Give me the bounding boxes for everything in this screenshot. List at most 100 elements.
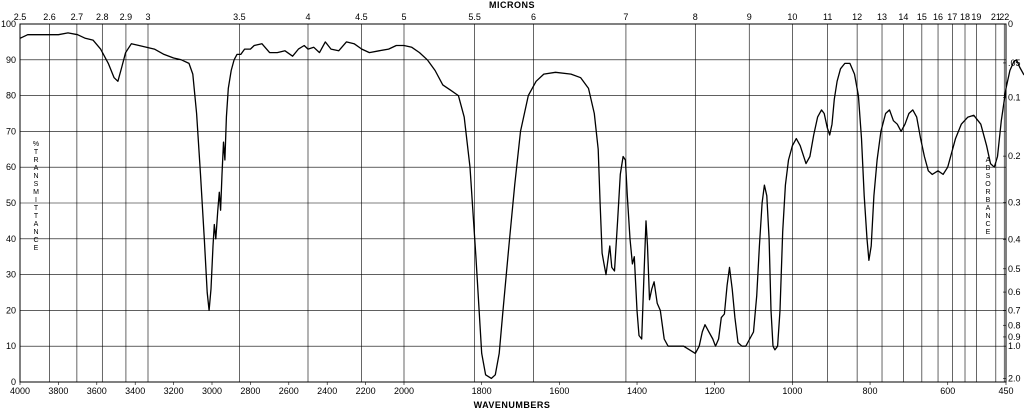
top-tick-label: 2.8 — [96, 12, 109, 22]
bottom-tick-label: 3400 — [125, 386, 145, 396]
top-tick-label: 5 — [401, 12, 406, 22]
top-tick-label: 6 — [531, 12, 536, 22]
bottom-tick-label: 2000 — [394, 386, 414, 396]
top-tick-label: 10 — [787, 12, 797, 22]
left-tick-label: 40 — [6, 234, 16, 244]
top-tick-label: 11 — [823, 12, 832, 22]
plot-frame — [19, 23, 1007, 383]
axis-label-char: A — [986, 205, 991, 212]
left-tick-label: 90 — [6, 55, 16, 65]
axis-label-char: A — [34, 165, 39, 172]
top-axis-title: MICRONS — [489, 0, 535, 10]
bottom-tick-label: 2800 — [240, 386, 260, 396]
top-tick-label: 9 — [747, 12, 752, 22]
top-tick-label: 2.6 — [43, 12, 56, 22]
bottom-tick-label: 2400 — [317, 386, 337, 396]
axis-label-char: T — [34, 205, 39, 212]
left-tick-label: 30 — [6, 270, 16, 280]
left-tick-label: 0 — [11, 377, 16, 387]
top-tick-label: 3 — [145, 12, 150, 22]
bottom-tick-label: 4000 — [10, 386, 30, 396]
bottom-tick-label: 2200 — [356, 386, 376, 396]
axis-label-char: T — [34, 213, 39, 220]
axis-label-char: % — [33, 141, 39, 148]
bottom-tick-label: 1600 — [549, 386, 569, 396]
bottom-tick-label: 1200 — [705, 386, 725, 396]
bottom-tick-label: 3800 — [48, 386, 68, 396]
bottom-tick-label: 1800 — [472, 386, 492, 396]
axis-label-char: S — [986, 173, 991, 180]
axis-label-char: S — [34, 181, 39, 188]
right-tick-label: 0.9 — [1008, 332, 1021, 342]
axis-label-char: A — [34, 221, 39, 228]
top-tick-label: 21 — [991, 12, 1001, 22]
top-tick-label: 16 — [933, 12, 943, 22]
axis-label-char: M — [33, 189, 39, 196]
axis-label-char: C — [985, 221, 990, 228]
right-tick-label: 0.3 — [1008, 198, 1021, 208]
right-tick-label: 0.6 — [1008, 287, 1021, 297]
bottom-tick-label: 600 — [940, 386, 955, 396]
bottom-tick-label: 3600 — [87, 386, 107, 396]
top-tick-label: 12 — [852, 12, 862, 22]
axis-label-char: N — [33, 229, 38, 236]
axis-label-char: R — [33, 157, 38, 164]
left-tick-label: 70 — [6, 126, 16, 136]
axis-label-char: O — [985, 181, 991, 188]
right-tick-label: 0.8 — [1008, 320, 1021, 330]
left-tick-label: 10 — [6, 341, 16, 351]
top-tick-label: 15 — [917, 12, 927, 22]
right-tick-label: .05 — [1008, 58, 1021, 68]
top-tick-label: 13 — [877, 12, 887, 22]
right-tick-label: 0.5 — [1008, 264, 1021, 274]
axis-label-char: N — [33, 173, 38, 180]
top-tick-label: 22 — [999, 12, 1009, 22]
axis-label-char: A — [986, 157, 991, 164]
axis-label-char: B — [986, 197, 991, 204]
top-tick-label: 2.5 — [14, 12, 27, 22]
left-tick-label: 100 — [1, 19, 16, 29]
right-tick-label: 0.1 — [1008, 93, 1021, 103]
top-tick-label: 18 — [960, 12, 970, 22]
top-tick-label: 5.5 — [468, 12, 481, 22]
bottom-tick-label: 1000 — [782, 386, 802, 396]
right-tick-label: 0.4 — [1008, 234, 1021, 244]
right-tick-label: 0.7 — [1008, 306, 1021, 316]
bottom-tick-label: 2600 — [279, 386, 299, 396]
top-tick-label: 19 — [971, 12, 981, 22]
top-tick-label: 4 — [305, 12, 310, 22]
left-tick-label: 50 — [6, 198, 16, 208]
bottom-tick-label: 800 — [863, 386, 878, 396]
top-tick-label: 2.7 — [71, 12, 84, 22]
axis-label-char: B — [986, 165, 991, 172]
axis-label-char: I — [35, 197, 37, 204]
bottom-tick-label: 3200 — [164, 386, 184, 396]
top-tick-label: 14 — [898, 12, 908, 22]
left-tick-label: 80 — [6, 91, 16, 101]
right-tick-label: 0.2 — [1008, 151, 1021, 161]
axis-label-char: E — [986, 229, 991, 236]
bottom-tick-label: 3000 — [202, 386, 222, 396]
top-tick-label: 8 — [693, 12, 698, 22]
top-tick-label: 2.9 — [120, 12, 133, 22]
left-tick-label: 20 — [6, 305, 16, 315]
top-tick-label: 3.5 — [233, 12, 246, 22]
left-tick-label: 60 — [6, 162, 16, 172]
right-tick-label: 0 — [1008, 19, 1013, 29]
top-tick-label: 4.5 — [355, 12, 368, 22]
right-tick-label: 1.0 — [1008, 341, 1021, 351]
top-tick-label: 17 — [947, 12, 957, 22]
bottom-axis-title: WAVENUMBERS — [474, 400, 551, 410]
spectrum-line — [19, 32, 1024, 380]
bottom-tick-label: 450 — [998, 386, 1013, 396]
top-tick-label: 7 — [623, 12, 628, 22]
axis-label-char: R — [985, 189, 990, 196]
bottom-tick-label: 1400 — [627, 386, 647, 396]
axis-label-char: N — [985, 213, 990, 220]
axis-label-char: C — [33, 237, 38, 244]
right-tick-label: 2.0 — [1008, 373, 1021, 383]
